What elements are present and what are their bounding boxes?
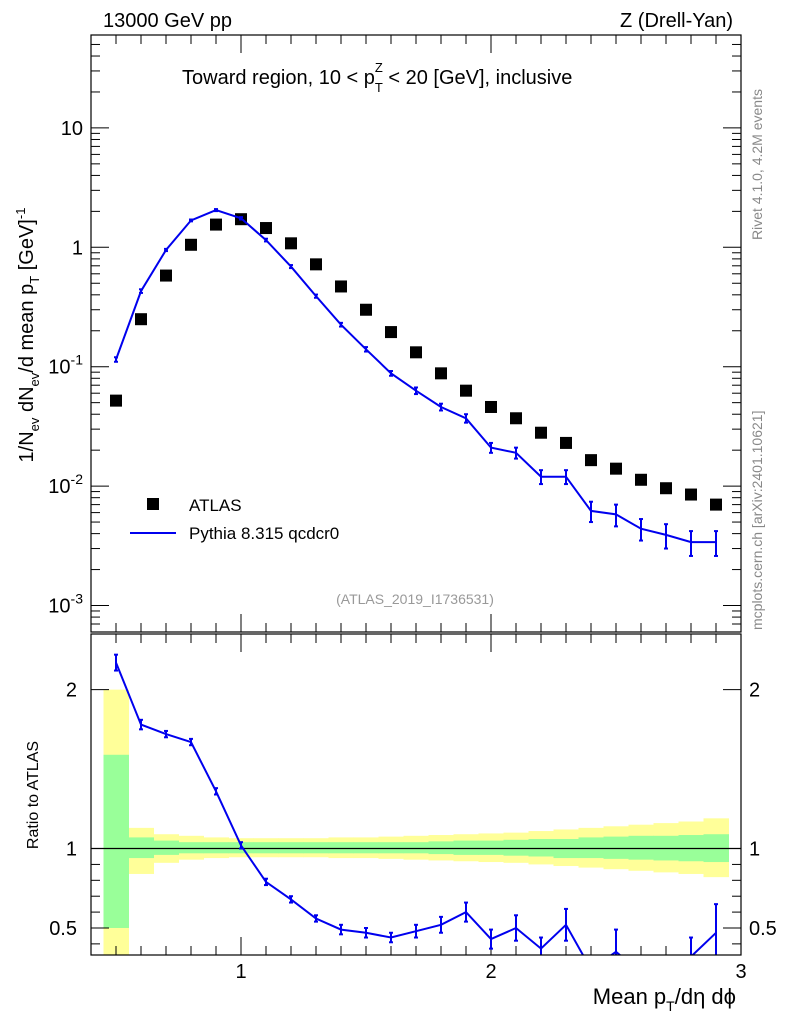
ratio-inner-band [178, 842, 204, 854]
atlas-data-point [535, 426, 547, 439]
main-y-tick-label: 10-1 [48, 352, 83, 379]
region-title-sup: Z [375, 60, 383, 75]
atlas-data-point [260, 222, 272, 235]
atlas-data-point [135, 313, 147, 326]
energy-label: 13000 GeV pp [103, 10, 232, 32]
atlas-data-point [560, 436, 572, 449]
ratio-inner-band [378, 842, 404, 854]
legend-atlas-label: ATLAS [189, 496, 242, 515]
main-axis-ticks: 10-3 10-2 10-1 1 10 [48, 34, 742, 633]
process-label: Z (Drell-Yan) [620, 10, 733, 32]
ratio-y-axis-label: Ratio to ATLAS [25, 741, 42, 849]
ratio-inner-band [528, 838, 554, 857]
atlas-data-point [410, 346, 422, 359]
ratio-inner-band [428, 841, 454, 855]
ratio-plot-frame [90, 633, 742, 956]
ratio-inner-band [603, 836, 629, 859]
atlas-data-point [710, 498, 722, 511]
ratio-inner-band [453, 840, 479, 855]
ratio-inner-band [503, 839, 529, 856]
ratio-inner-band [478, 840, 504, 855]
atlas-data-point [310, 258, 322, 271]
atlas-data-point [110, 394, 122, 407]
ratio-inner-band [278, 842, 304, 854]
ratio-inner-band [203, 842, 229, 854]
legend-atlas-marker [147, 498, 159, 510]
atlas-data-point [160, 269, 172, 282]
analysis-id: (ATLAS_2019_I1736531) [336, 591, 494, 607]
ratio-axis-ticks: 0.5 0.5 1 1 2 2 1 2 3 [49, 634, 777, 983]
ratio-inner-band [578, 837, 604, 859]
ratio-inner-band [303, 842, 329, 854]
ratio-y-tick-label-right: 1 [749, 839, 760, 861]
ratio-uncertainty-bands [91, 689, 741, 955]
main-y-axis-label: 1/Nev dNev/d mean pT [GeV]-1 [13, 208, 42, 463]
atlas-data-point [685, 488, 697, 501]
main-y-tick-label: 10 [61, 118, 83, 140]
ratio-plot-panel: 0.5 0.5 1 1 2 2 1 2 3 [49, 633, 777, 983]
atlas-data-point [285, 237, 297, 250]
main-y-tick-label: 1 [72, 237, 83, 259]
ratio-inner-band [403, 842, 429, 854]
ratio-inner-band [253, 842, 279, 854]
ratio-inner-band [153, 840, 179, 855]
ratio-inner-band [128, 837, 154, 859]
region-title: Toward region, 10 < pTZ < 20 [GeV], incl… [182, 60, 572, 95]
region-title-sub: T [375, 80, 383, 95]
ratio-y-tick-label: 0.5 [49, 918, 77, 940]
atlas-data-point [660, 482, 672, 495]
pythia-curve [115, 209, 716, 544]
atlas-data-point [385, 326, 397, 339]
atlas-data-point [610, 462, 622, 475]
rivet-version-label: Rivet 4.1.0, 4.2M events [749, 89, 765, 240]
region-title-main: Toward region, 10 < p [182, 67, 375, 89]
legend-pythia-label: Pythia 8.315 qcdcr0 [189, 524, 339, 543]
atlas-data-point [210, 218, 222, 231]
atlas-data-point [185, 238, 197, 251]
x-tick-label: 1 [235, 961, 246, 983]
main-y-tick-label: 10-2 [48, 471, 83, 498]
legend: ATLAS Pythia 8.315 qcdcr0 [130, 496, 339, 543]
atlas-data-point [335, 280, 347, 293]
main-plot-frame [90, 34, 742, 633]
mcplots-reference-label: mcplots.cern.ch [arXiv:2401.10621] [749, 411, 765, 630]
atlas-data-point [585, 454, 597, 467]
main-plot-panel: 10-3 10-2 10-1 1 10 [48, 34, 742, 633]
ratio-inner-band [353, 842, 379, 854]
ratio-y-tick-label: 2 [66, 680, 77, 702]
ratio-series-group [114, 653, 718, 955]
atlas-data-point [635, 473, 647, 486]
x-axis-label: Mean pT/dη dϕ [593, 984, 736, 1014]
ratio-y-tick-label: 1 [66, 839, 77, 861]
ratio-inner-band [103, 754, 129, 928]
atlas-data-point [360, 303, 372, 316]
ratio-inner-band [328, 842, 354, 854]
region-title-tail: < 20 [GeV], inclusive [383, 67, 573, 89]
main-data-layer [110, 208, 722, 557]
x-tick-label: 3 [735, 961, 746, 983]
main-y-tick-label: 10-3 [48, 591, 83, 618]
ratio-y-tick-label-right: 0.5 [749, 918, 777, 940]
ratio-y-tick-label-right: 2 [749, 680, 760, 702]
ratio-inner-band [628, 835, 654, 860]
atlas-data-point [510, 412, 522, 425]
atlas-data-point [435, 367, 447, 380]
ratio-data-layer [114, 653, 718, 955]
x-tick-label: 2 [485, 961, 496, 983]
atlas-data-point [485, 400, 497, 413]
atlas-data-point [460, 384, 472, 397]
